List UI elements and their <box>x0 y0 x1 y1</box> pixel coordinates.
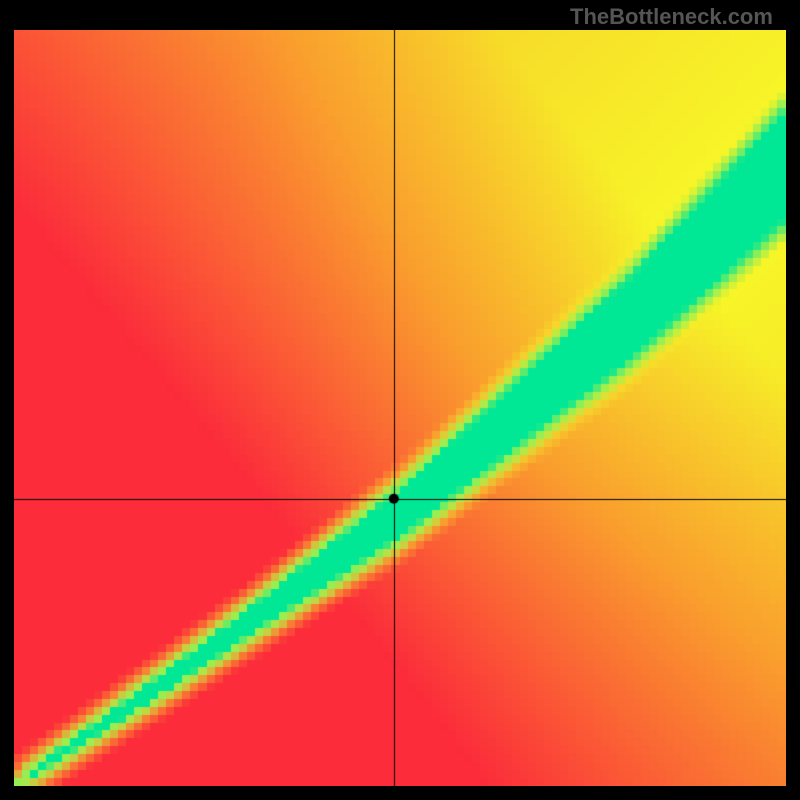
watermark-text: TheBottleneck.com <box>570 4 773 30</box>
bottleneck-heatmap <box>14 30 786 786</box>
